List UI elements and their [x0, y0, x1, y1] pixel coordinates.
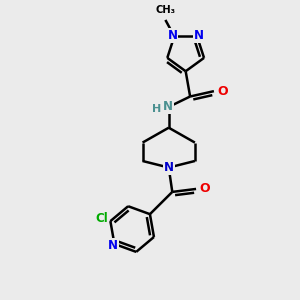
Text: H: H	[152, 104, 161, 114]
Text: CH₃: CH₃	[156, 5, 176, 15]
Text: N: N	[164, 161, 174, 174]
Text: N: N	[108, 239, 118, 252]
Text: Cl: Cl	[95, 212, 108, 225]
Text: O: O	[199, 182, 210, 195]
Text: N: N	[163, 100, 173, 113]
Text: N: N	[167, 29, 178, 42]
Text: N: N	[194, 29, 204, 42]
Text: O: O	[217, 85, 227, 98]
